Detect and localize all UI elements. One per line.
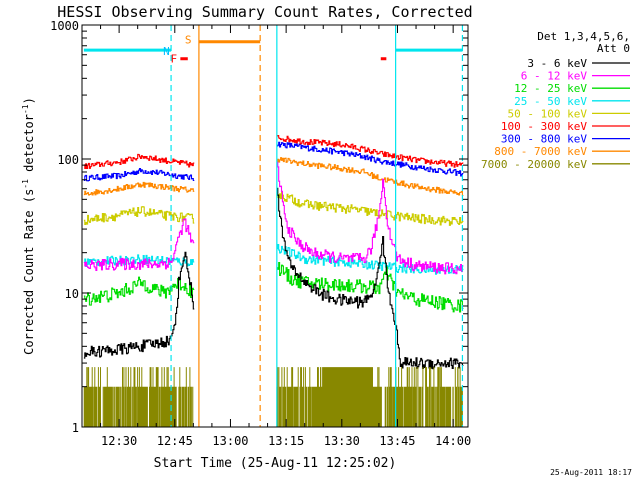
y-axis: 1 10 100 1000 bbox=[50, 19, 468, 435]
x-tick-label: 13:30 bbox=[324, 434, 360, 448]
series-line-segment bbox=[276, 141, 464, 177]
x-axis: 12:30 12:45 13:00 13:15 13:30 13:45 14:00 bbox=[100, 25, 471, 448]
chart-title: HESSI Observing Summary Count Rates, Cor… bbox=[57, 3, 472, 21]
series-line-segment bbox=[276, 191, 464, 226]
series-line-segment bbox=[276, 157, 464, 197]
series-layer bbox=[83, 134, 464, 427]
series-line-segment bbox=[83, 181, 195, 196]
x-tick-label: 13:15 bbox=[268, 434, 304, 448]
series-300-800keV bbox=[83, 141, 464, 182]
x-tick-label: 12:30 bbox=[101, 434, 137, 448]
overlay-layer: N SF bbox=[83, 25, 464, 427]
series-12-25keV bbox=[83, 262, 464, 313]
series-50-100keV bbox=[83, 191, 464, 226]
series-line-segment bbox=[83, 167, 195, 182]
flag-s: S bbox=[185, 33, 192, 46]
y-tick-label: 1000 bbox=[50, 19, 79, 33]
series-3-6keV bbox=[83, 187, 464, 370]
series-line-segment bbox=[276, 187, 464, 370]
plot-frame bbox=[81, 24, 469, 428]
series-line-segment bbox=[83, 251, 195, 359]
y-axis-label-mid: detector bbox=[22, 114, 36, 179]
series-line-segment bbox=[276, 134, 464, 168]
series-line-segment bbox=[83, 367, 194, 427]
series-line-segment bbox=[83, 276, 195, 306]
series-line-segment bbox=[276, 262, 464, 313]
series-6-12keV bbox=[83, 161, 464, 275]
series-100-300keV bbox=[83, 134, 464, 170]
y-axis-label-sup1: -1 bbox=[21, 179, 30, 189]
timestamp: 25-Aug-2011 18:17 bbox=[550, 468, 632, 477]
y-axis-label-main: Corrected Count Rate (s bbox=[22, 189, 36, 355]
legend-entry-label: 12 - 25 keV bbox=[514, 82, 587, 95]
legend-entry-label: 6 - 12 keV bbox=[521, 70, 588, 83]
legend-entry-label: 25 - 50 keV bbox=[514, 95, 587, 108]
x-tick-label: 13:45 bbox=[379, 434, 415, 448]
legend-entry-label: 100 - 300 keV bbox=[501, 120, 587, 133]
series-line-segment bbox=[276, 161, 464, 275]
series-line-segment bbox=[83, 153, 195, 170]
series-line-segment bbox=[83, 218, 195, 272]
plot-area: N SF bbox=[83, 25, 464, 427]
legend-header-detectors: Det 1,3,4,5,6, bbox=[537, 30, 630, 43]
y-tick-label: 1 bbox=[72, 421, 79, 435]
legend-entry-label: 300 - 800 keV bbox=[501, 133, 587, 146]
legend-entry-label: 50 - 100 keV bbox=[508, 107, 588, 120]
legend-entry-label: 3 - 6 keV bbox=[527, 57, 587, 70]
y-tick-label: 100 bbox=[57, 153, 79, 167]
series-line-segment bbox=[276, 244, 464, 275]
legend-entry-label: 800 - 7000 keV bbox=[494, 145, 587, 158]
x-axis-label: Start Time (25-Aug-11 12:25:02) bbox=[154, 456, 397, 471]
x-tick-label: 14:00 bbox=[435, 434, 471, 448]
series-line-segment bbox=[83, 206, 195, 226]
x-tick-label: 13:00 bbox=[212, 434, 248, 448]
y-axis-label: Corrected Count Rate (s-1 detector-1) bbox=[21, 97, 36, 355]
legend-entry-label: 7000 - 20000 keV bbox=[481, 158, 587, 171]
flag-n: N bbox=[163, 45, 170, 58]
legend-header-attenuator: Att 0 bbox=[597, 42, 630, 55]
y-tick-label: 10 bbox=[65, 287, 79, 301]
y-axis-label-sup2: -1 bbox=[21, 104, 30, 114]
x-tick-label: 12:45 bbox=[157, 434, 193, 448]
flag-f: F bbox=[171, 53, 178, 66]
series-800-7000keV bbox=[83, 157, 464, 197]
y-axis-label-end: ) bbox=[22, 97, 36, 104]
